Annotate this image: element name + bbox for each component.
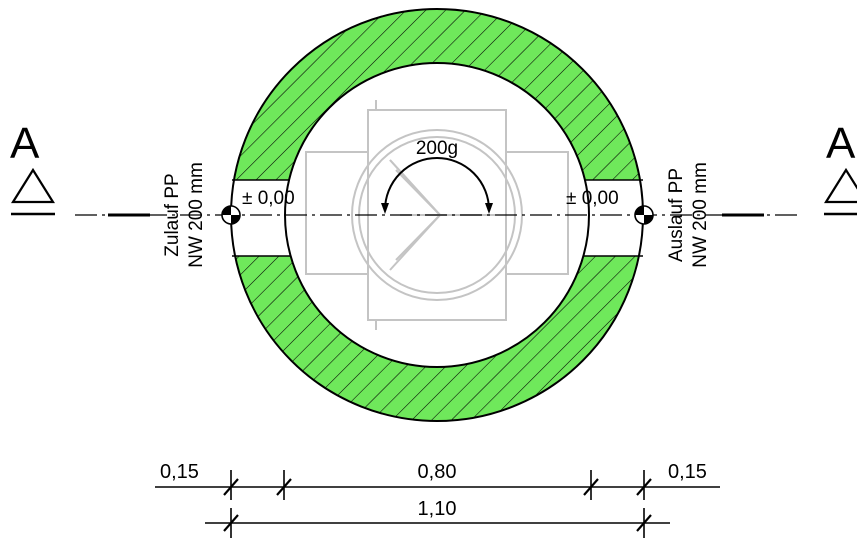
outlet-label-line1: Auslauf PP — [666, 168, 687, 262]
dimension-chain-row1 — [155, 470, 720, 500]
section-marker-right: A — [824, 119, 857, 216]
outlet-label-line2: NW 200 mm — [690, 162, 711, 268]
dimension-chain-row2 — [205, 508, 670, 538]
channel-lines — [232, 179, 643, 257]
inlet-label-line2: NW 200 mm — [186, 162, 207, 268]
section-letter-right: A — [826, 119, 856, 168]
flow-angle-arc — [381, 157, 493, 214]
section-marker-left: A — [10, 119, 55, 216]
outlet-label: Auslauf PP NW 200 mm — [666, 162, 711, 268]
inlet-level-label: ± 0,00 — [242, 188, 295, 209]
dim-wall-right: 0,15 — [668, 461, 707, 483]
outlet-pipe-marker — [634, 205, 654, 225]
outlet-level-label: ± 0,00 — [566, 188, 619, 209]
inlet-pipe-marker — [221, 205, 241, 225]
dim-wall-left: 0,15 — [160, 461, 199, 483]
inlet-label: Zulauf PP NW 200 mm — [162, 162, 207, 268]
flow-angle-label: 200g — [416, 138, 458, 159]
inlet-label-line1: Zulauf PP — [162, 173, 183, 256]
dim-total-width: 1,10 — [418, 498, 457, 520]
section-letter-left: A — [10, 119, 40, 168]
dim-inner-width: 0,80 — [418, 461, 457, 483]
